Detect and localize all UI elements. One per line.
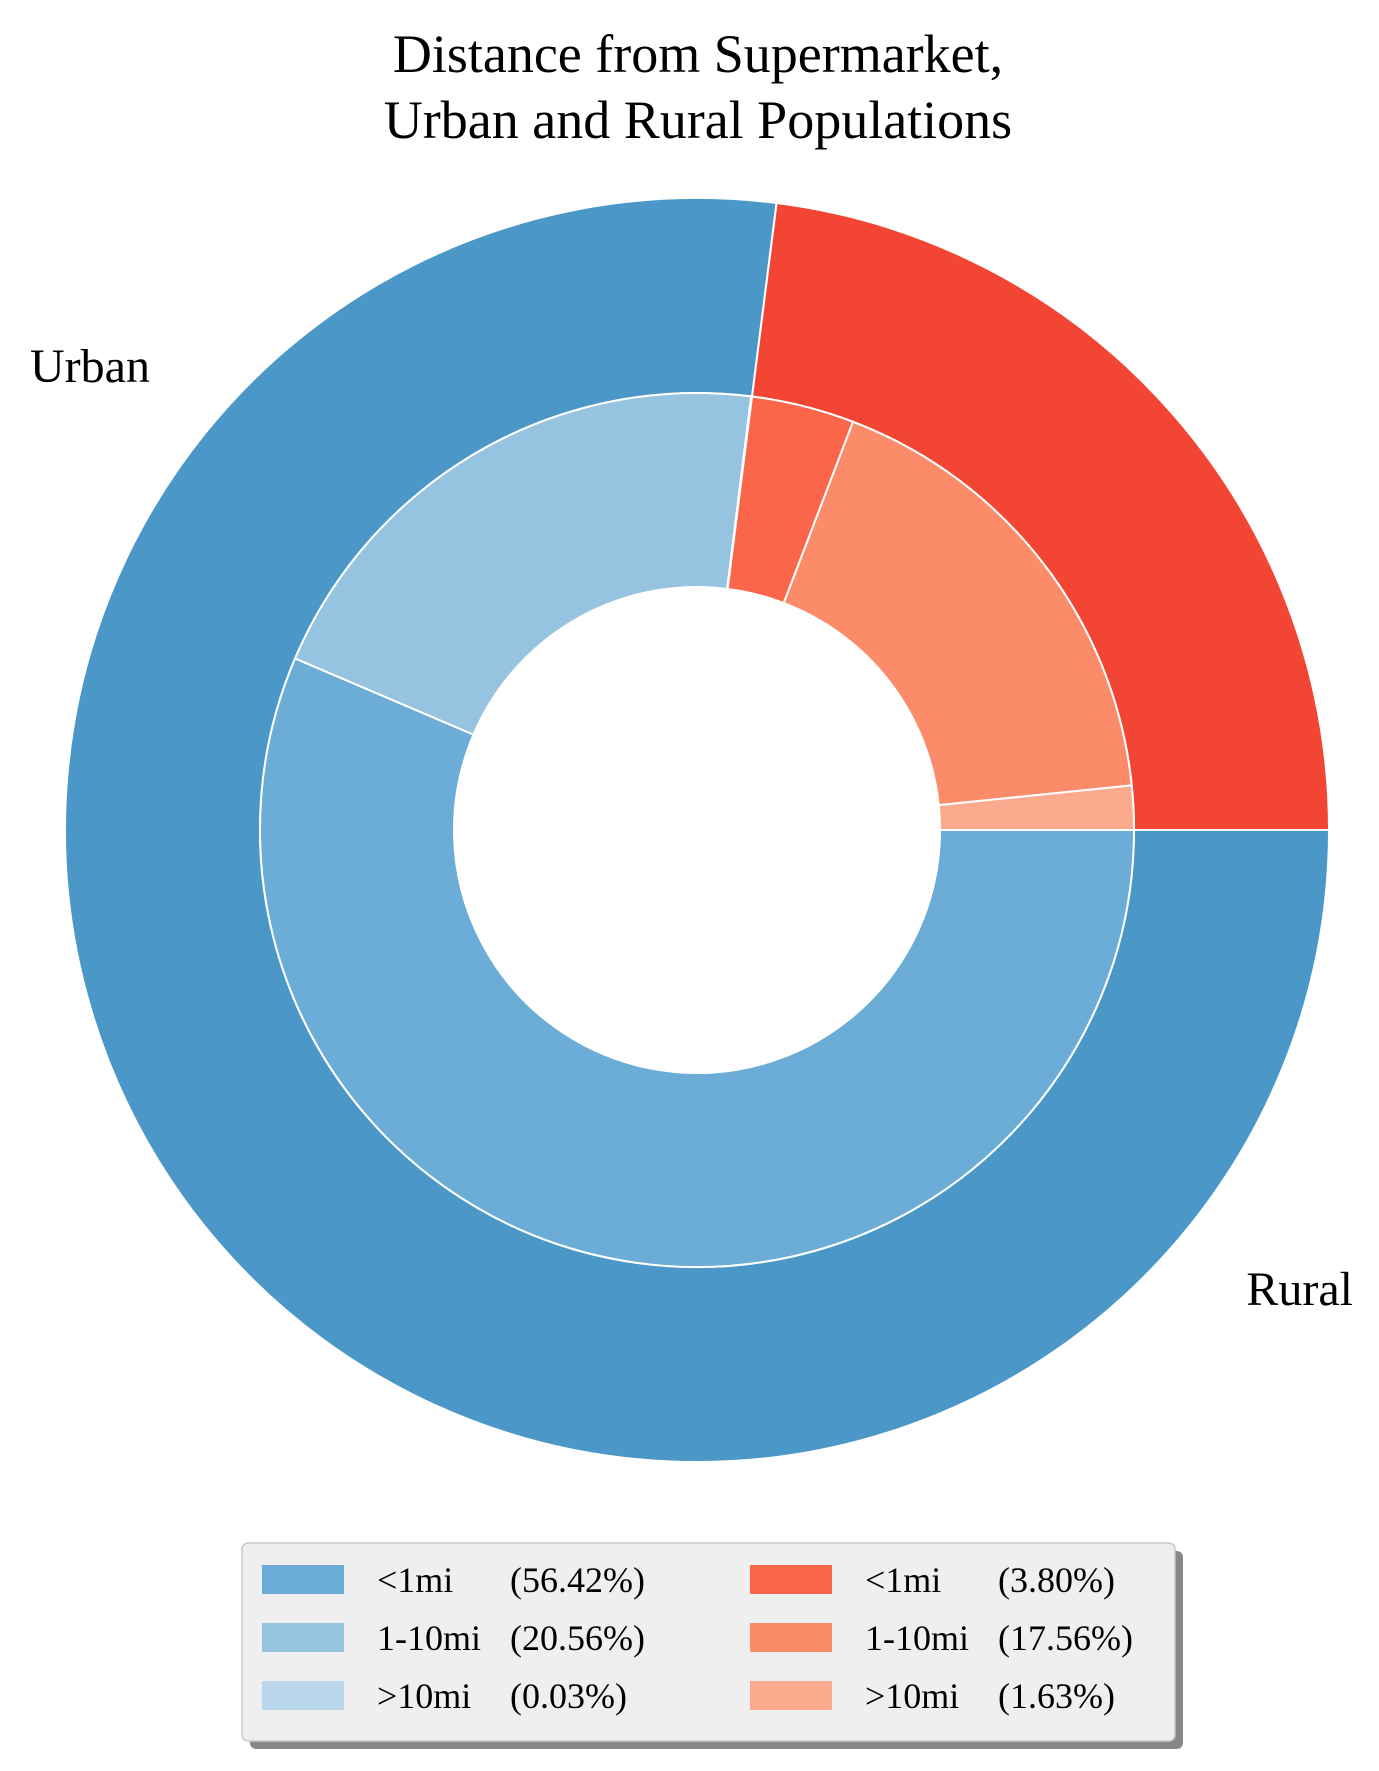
legend-item-2: >10mi (0.03%) (262, 1676, 627, 1716)
inner-slice-rural-10mi-5 (937, 784, 1135, 831)
legend-swatch (750, 1565, 832, 1594)
group-label-rural: Rural (1246, 1263, 1353, 1316)
group-labels: Urban Rural (30, 340, 1353, 1316)
legend-label: 1-10mi (377, 1618, 481, 1658)
legend: <1mi (56.42%) 1-10mi (20.56%) >10mi (0.03%) <1… (241, 1542, 1183, 1749)
legend-percent: (3.80%) (998, 1560, 1115, 1600)
legend-label: <1mi (865, 1560, 941, 1600)
legend-swatch (262, 1565, 344, 1594)
chart-title-line-1: Distance from Supermarket, (393, 24, 1003, 84)
legend-percent: (20.56%) (510, 1618, 645, 1658)
chart-title: Distance from Supermarket, Urban and Rur… (384, 24, 1012, 150)
legend-item-3: <1mi (3.80%) (750, 1560, 1115, 1600)
legend-percent: (1.63%) (998, 1676, 1115, 1716)
legend-percent: (56.42%) (510, 1560, 645, 1600)
legend-item-5: >10mi (1.63%) (750, 1676, 1115, 1716)
inner-slice-urban-1-10mi-1 (294, 392, 753, 736)
legend-item-0: <1mi (56.42%) (262, 1560, 645, 1600)
inner-slice-rural-1-10mi-4 (782, 420, 1133, 807)
legend-percent: (17.56%) (998, 1618, 1133, 1658)
chart-title-line-2: Urban and Rural Populations (384, 90, 1012, 150)
group-label-urban: Urban (30, 340, 150, 393)
legend-swatch (262, 1681, 344, 1710)
legend-percent: (0.03%) (510, 1676, 627, 1716)
legend-swatch (750, 1623, 832, 1652)
legend-label: >10mi (865, 1676, 959, 1716)
outer-ring (64, 197, 1330, 1463)
legend-item-4: 1-10mi (17.56%) (750, 1618, 1133, 1658)
inner-slice-urban-1mi-0 (259, 657, 1135, 1268)
legend-swatch (262, 1623, 344, 1652)
legend-label: <1mi (377, 1560, 453, 1600)
legend-label: >10mi (377, 1676, 471, 1716)
legend-frame (241, 1542, 1176, 1742)
inner-ring (259, 392, 1135, 1268)
legend-label: 1-10mi (865, 1618, 969, 1658)
legend-item-1: 1-10mi (20.56%) (262, 1618, 645, 1658)
legend-swatch (750, 1681, 832, 1710)
